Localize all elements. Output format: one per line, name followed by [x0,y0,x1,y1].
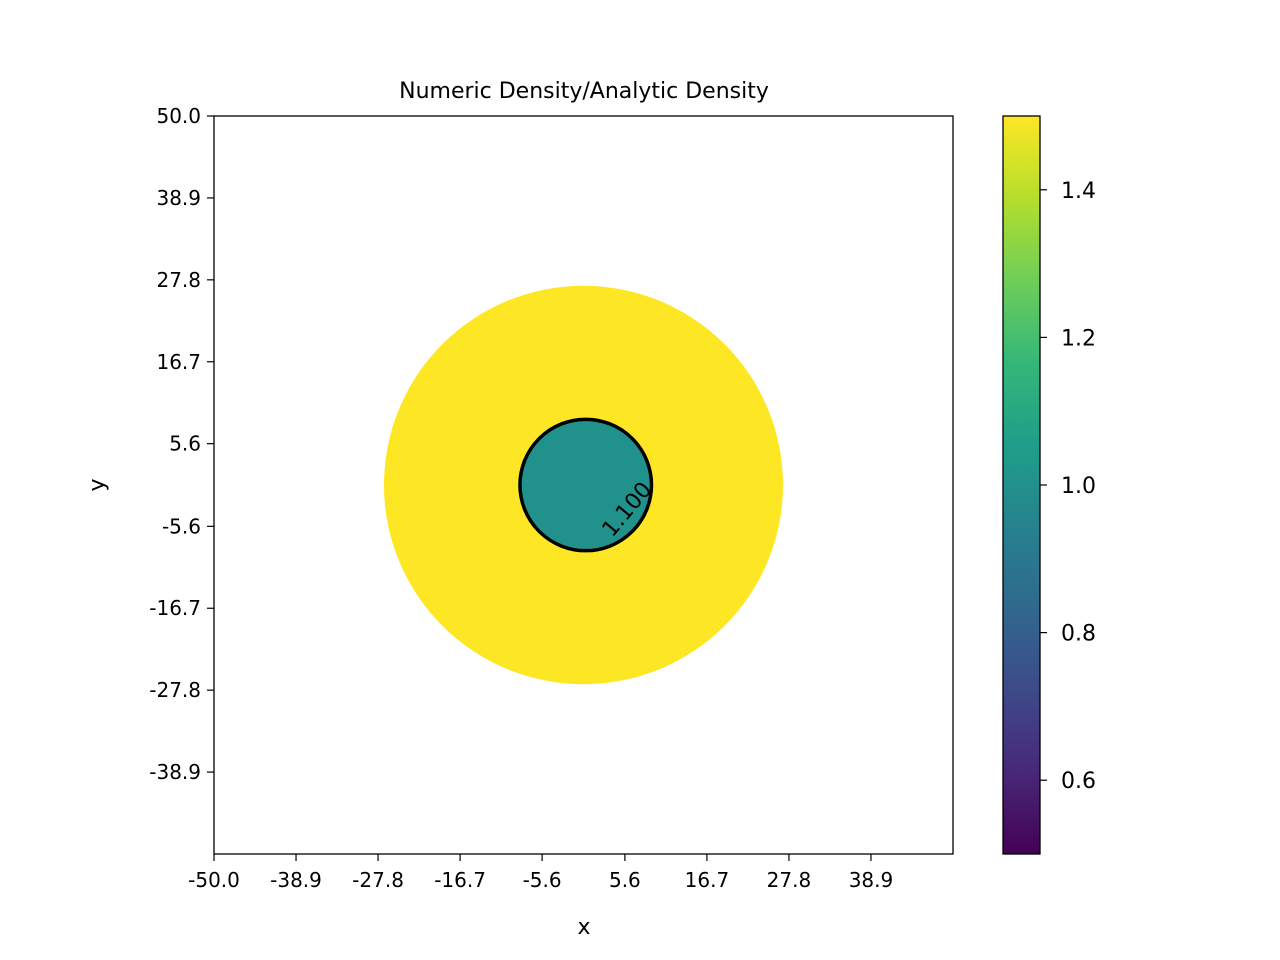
x-tick-label: 5.6 [609,868,641,892]
y-tick-label: -5.6 [162,514,201,538]
colorbar-fill [1003,116,1040,854]
x-tick-label: -38.9 [270,868,322,892]
x-tick-label: -50.0 [188,868,240,892]
y-tick-label: -27.8 [149,678,201,702]
colorbar-tick-label: 1.2 [1061,326,1096,351]
y-tick-label: -16.7 [149,596,201,620]
x-tick-label: -16.7 [434,868,486,892]
heatmap-region-1 [521,420,651,550]
colorbar-ticks: 0.6 0.8 1.0 1.2 1.4 [1040,179,1096,794]
y-tick-label: 16.7 [156,350,201,374]
x-tick-label: 38.9 [849,868,894,892]
x-axis-label: x [577,915,590,940]
chart-title: Numeric Density/Analytic Density [399,79,769,104]
y-tick-label: 38.9 [156,186,201,210]
colorbar-tick-label: 1.4 [1061,179,1096,204]
colorbar-tick-label: 0.6 [1061,769,1096,794]
y-tick-label: 50.0 [156,104,201,128]
y-axis-label: y [85,478,110,491]
y-tick-label: -38.9 [149,760,201,784]
heatmap-regions [383,285,784,685]
colorbar-tick-label: 1.0 [1061,474,1096,499]
colorbar-tick-label: 0.8 [1061,622,1096,647]
x-axis: -50.0 -38.9 -27.8 -16.7 -5.6 5.6 16.7 27.8 38.9 [188,854,893,892]
y-axis: 50.0 38.9 27.8 16.7 5.6 -5.6 -16.7 -27.8 -38.9 [149,104,214,784]
x-tick-label: 16.7 [685,868,730,892]
x-tick-label: -5.6 [523,868,562,892]
y-tick-label: 27.8 [156,268,201,292]
colorbar: 0.6 0.8 1.0 1.2 1.4 [1002,115,1096,855]
plot-area: 1.100 [213,115,954,855]
y-tick-label: 5.6 [169,432,201,456]
contour-line [518,417,654,553]
x-tick-label: -27.8 [352,868,404,892]
plot-frame [213,115,954,855]
x-tick-label: 27.8 [767,868,812,892]
